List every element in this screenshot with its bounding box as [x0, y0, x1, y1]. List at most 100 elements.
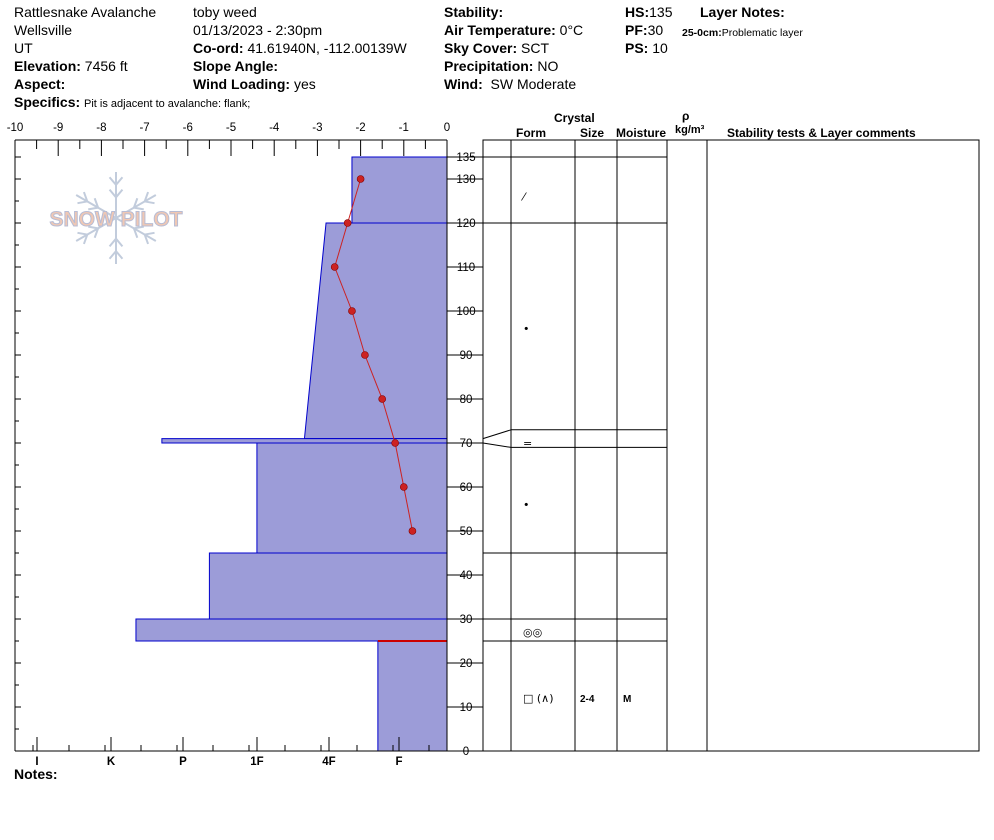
coord-row: Co-ord: 41.61940N, -112.00139W: [193, 40, 407, 56]
temp-tick-label: -6: [183, 122, 193, 134]
temp-tick-label: -8: [96, 122, 106, 134]
temperature-point: [348, 307, 356, 315]
wind-row: Wind: SW Moderate: [444, 76, 576, 92]
precipitation-value: NO: [537, 58, 559, 74]
temperature-point: [378, 395, 387, 403]
snowflake-branch: [93, 228, 100, 239]
observer-name: toby weed: [193, 4, 257, 20]
snowflake-branch: [115, 189, 124, 198]
snowflake-branch: [143, 234, 150, 245]
hardness-tick-label: I: [35, 756, 38, 768]
ps-value: 10: [652, 40, 668, 56]
temp-tick-label: -7: [139, 122, 149, 134]
moisture-header: Moisture: [616, 126, 667, 140]
layer-form-symbol: •: [523, 323, 530, 336]
location-name: Rattlesnake Avalanche: [14, 4, 157, 20]
snowflake-branch: [77, 231, 88, 236]
hardness-layer: [303, 222, 448, 440]
snowpilot-logo: SNOW PILOT: [49, 172, 183, 264]
aspect-label: Aspect:: [14, 76, 66, 92]
precipitation-row: Precipitation: NO: [444, 58, 558, 74]
sky-cover-row: Sky Cover: SCT: [444, 40, 549, 56]
temperature-point: [391, 439, 399, 447]
layer-form-symbol: □ (∧): [523, 692, 554, 705]
hardness-layer: [377, 640, 448, 752]
elevation-value: 7456 ft: [84, 58, 128, 74]
depth-tick-label: 135: [456, 152, 475, 164]
observation-datetime: 01/13/2023 - 2:30pm: [193, 22, 323, 38]
air-temp-row: Air Temperature: 0°C: [444, 22, 583, 38]
depth-tick-label: 20: [460, 658, 473, 670]
coord-label: Co-ord:: [193, 40, 244, 56]
wind-loading-row: Wind Loading: yes: [193, 76, 316, 92]
hs-row: HS:135: [625, 4, 672, 20]
air-temp-label: Air Temperature:: [444, 22, 556, 38]
ps-label: PS:: [625, 40, 649, 56]
temp-tick-label: -4: [269, 122, 280, 134]
state-name: UT: [14, 40, 33, 56]
snowflake-branch: [144, 200, 155, 205]
wind-label: Wind:: [444, 76, 483, 92]
notes-label: Notes:: [14, 766, 58, 782]
temperature-point: [330, 263, 339, 271]
wind-loading-value: yes: [293, 76, 316, 92]
depth-tick-label: 50: [460, 526, 473, 538]
hardness-tick-label: 4F: [322, 756, 335, 768]
layer-size: 2-4: [580, 694, 595, 705]
snowflake-branch: [143, 191, 150, 202]
temp-tick-label: -5: [226, 122, 236, 134]
depth-tick-label: 90: [460, 350, 473, 362]
wind-loading-label: Wind Loading:: [193, 76, 291, 92]
hardness-layer: [256, 442, 448, 554]
specifics-label: Specifics:: [14, 94, 81, 110]
snowflake-arm: [75, 194, 117, 219]
snowflake-icon: [75, 172, 157, 264]
snowflake-branch: [108, 176, 117, 186]
depth-tick-label: 110: [457, 262, 475, 274]
precipitation-label: Precipitation:: [444, 58, 534, 74]
hardness-tick-label: K: [107, 756, 116, 768]
ps-row: PS: 10: [625, 40, 668, 56]
layer-connector: [482, 429, 512, 440]
layer-note-text: Problematic layer: [721, 27, 803, 39]
temp-tick-label: -9: [53, 122, 63, 134]
size-header: Size: [580, 126, 605, 140]
snowflake-branch: [82, 191, 89, 202]
region-name: Wellsville: [14, 22, 73, 38]
snowflake-branch: [132, 228, 139, 239]
temperature-profile: [330, 175, 417, 535]
rho-header: ρ: [682, 109, 690, 123]
snowflake-branch: [133, 206, 144, 211]
snowflake-branch: [77, 200, 88, 205]
sky-cover-label: Sky Cover:: [444, 40, 518, 56]
specifics-row: Specifics: Pit is adjacent to avalanche:…: [14, 94, 250, 112]
snowflake-branch: [115, 250, 124, 260]
snowflake-branch: [88, 206, 99, 211]
hardness-profile: [135, 156, 448, 752]
temperature-point: [408, 527, 417, 535]
snowflake-arm: [115, 217, 157, 242]
layer-form-symbol: ◎◎: [523, 626, 542, 639]
slope-row: Slope Angle:: [193, 58, 278, 74]
layer-form-symbol: •: [523, 499, 530, 512]
elevation-label: Elevation:: [14, 58, 81, 74]
sky-cover-value: SCT: [521, 40, 550, 56]
air-temp-value: 0°C: [559, 22, 584, 38]
snowflake-branch: [108, 238, 117, 247]
depth-tick-label: 70: [460, 438, 473, 450]
temp-tick-label: -2: [355, 122, 365, 134]
wind-value: SW Moderate: [490, 76, 577, 92]
stability-row: Stability:: [444, 4, 503, 20]
snowflake-branch: [132, 197, 139, 208]
specifics-value: Pit is adjacent to avalanche: flank;: [84, 98, 251, 110]
layer-note-range: 25-0cm:: [682, 27, 722, 39]
hardness-layer: [351, 156, 448, 224]
form-header: Form: [516, 126, 546, 140]
snowflake-branch: [108, 189, 117, 198]
pf-value: 30: [647, 22, 664, 38]
hs-label: HS:: [625, 4, 650, 20]
temperature-point: [361, 351, 369, 359]
hardness-tick-label: 1F: [250, 756, 263, 768]
temperature-point: [356, 175, 365, 183]
temp-tick-label: -1: [399, 122, 409, 134]
